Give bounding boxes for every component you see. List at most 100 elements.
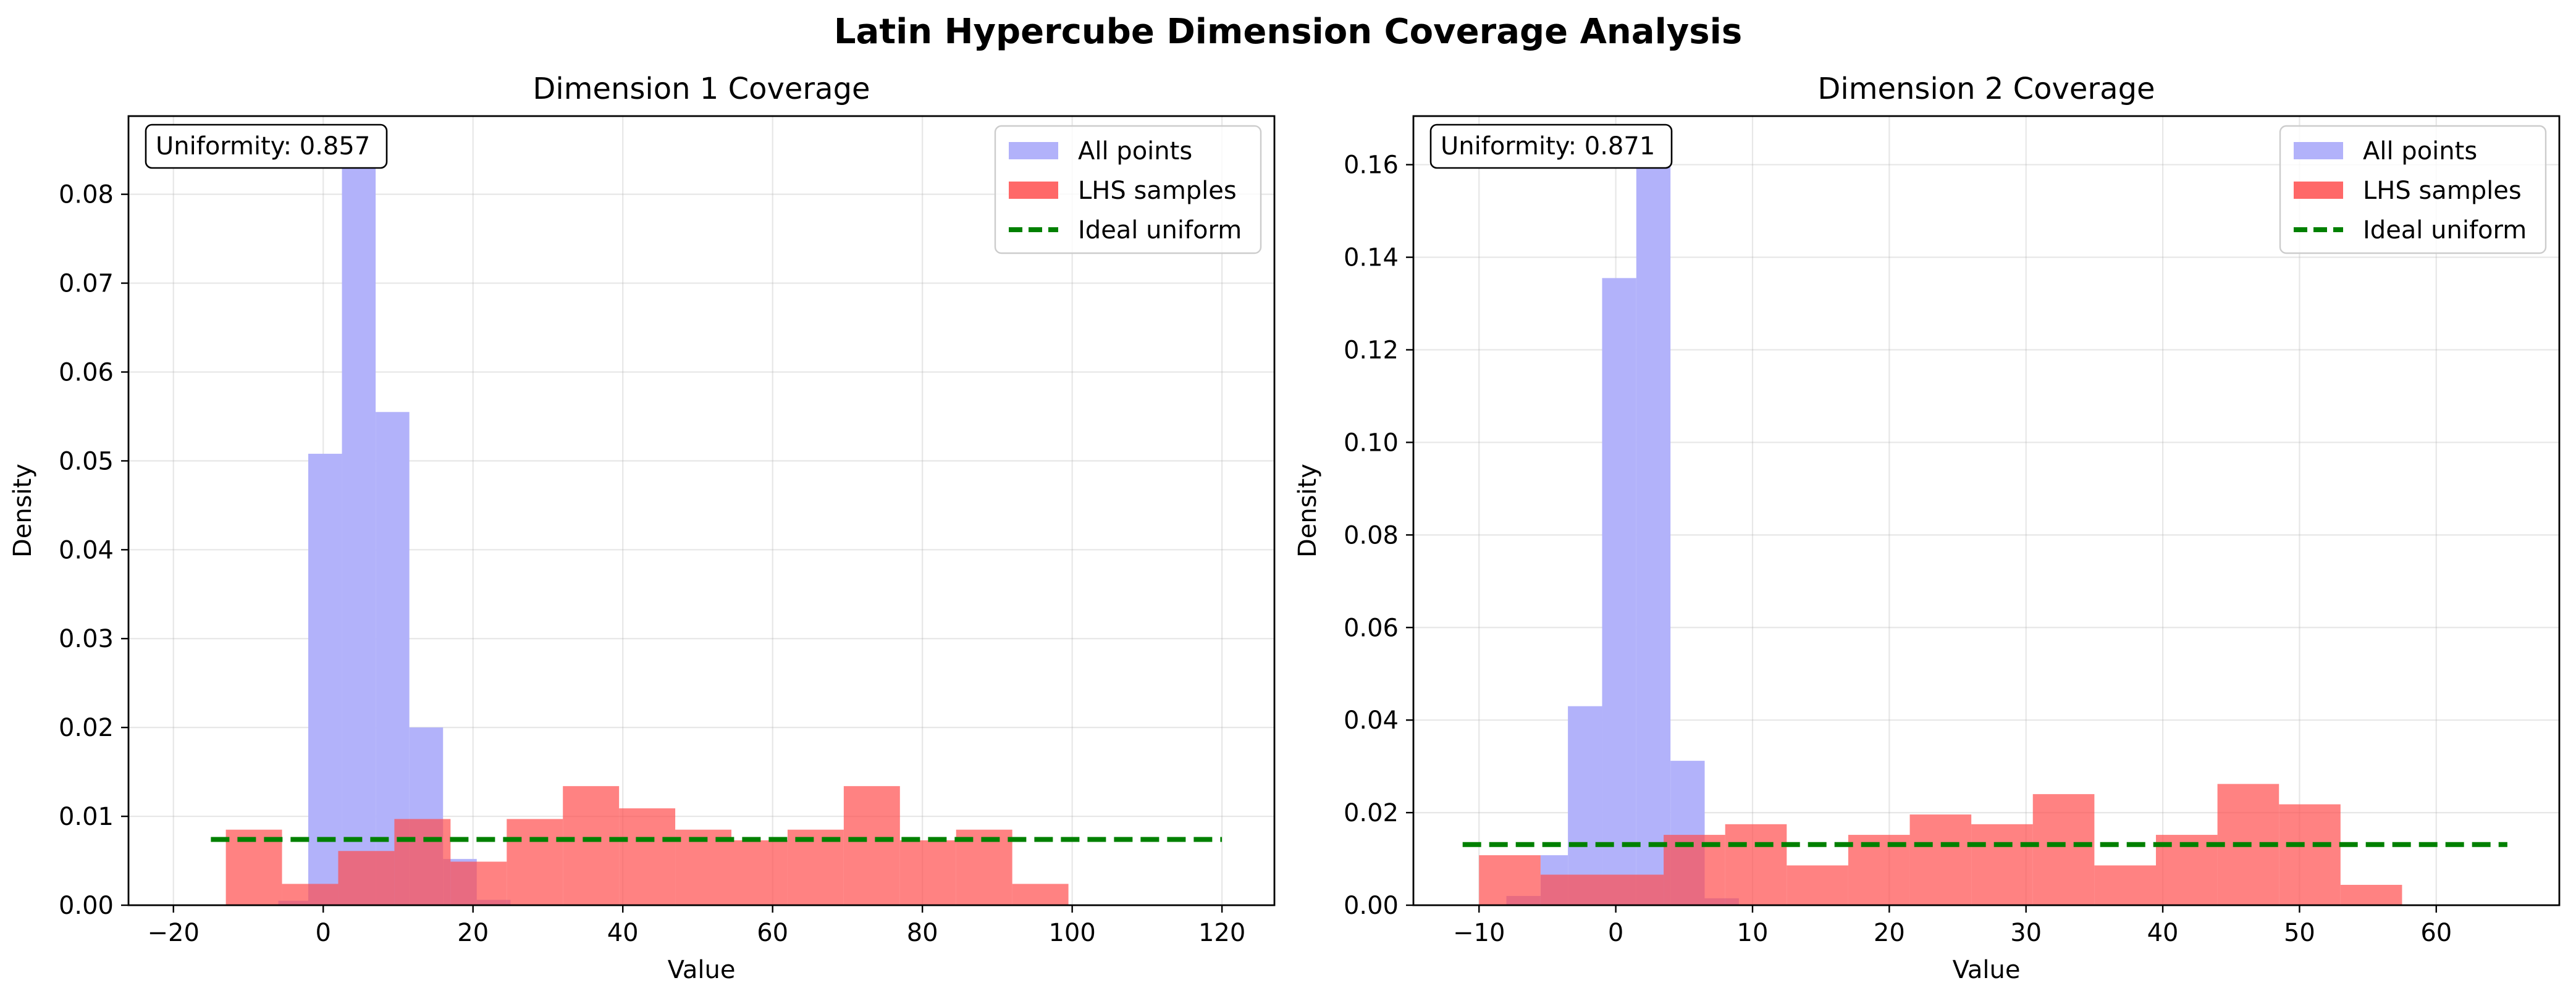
x-tick-label: 120	[1198, 919, 1245, 947]
y-tick-label: 0.14	[1344, 244, 1399, 272]
legend-swatch-lhs-samples	[2294, 182, 2343, 199]
y-tick-label: 0.04	[1344, 706, 1399, 735]
histogram-bar	[282, 884, 339, 905]
y-tick-label: 0.07	[59, 270, 114, 298]
histogram-bar	[2279, 804, 2341, 905]
y-tick-label: 0.02	[59, 714, 114, 742]
histogram-bar	[2340, 885, 2402, 905]
x-tick-label: −20	[148, 919, 200, 947]
y-axis-label: Density	[9, 464, 37, 558]
x-tick-label: 60	[757, 919, 788, 947]
x-tick-label: 0	[316, 919, 331, 947]
histogram-bar	[1602, 874, 1664, 905]
histogram-bar	[1636, 148, 1671, 905]
legend-swatch-all-points	[2294, 142, 2343, 159]
uniformity-annotation: Uniformity: 0.871	[1441, 132, 1655, 161]
plot-series	[211, 160, 1223, 905]
uniformity-box	[145, 123, 388, 169]
legend-entry-label: LHS samples	[2363, 177, 2522, 205]
histogram-bar	[338, 851, 395, 905]
y-tick-label: 0.10	[1344, 429, 1399, 457]
legend-swatch-all-points	[1009, 142, 1058, 159]
histogram-bar	[899, 840, 956, 905]
legend-entry-label: All points	[2363, 137, 2477, 165]
series-lhs-samples	[1479, 784, 2402, 905]
histogram-bar	[1012, 884, 1069, 905]
histogram-bar	[1479, 855, 1541, 905]
x-tick-label: 40	[2147, 919, 2179, 947]
y-tick-label: 0.04	[59, 536, 114, 564]
figure-title: Latin Hypercube Dimension Coverage Analy…	[834, 12, 1742, 52]
histogram-bar	[563, 786, 620, 905]
axes-frame	[1412, 115, 2561, 906]
legend-frame	[2279, 125, 2547, 254]
histogram-bar	[2094, 865, 2156, 905]
histogram-bar	[1787, 865, 1848, 905]
legend: All points LHS samples Ideal uniform	[2279, 125, 2547, 254]
y-axis-label: Density	[1294, 464, 1322, 558]
uniformity-annotation: Uniformity: 0.857	[156, 132, 370, 161]
legend-swatch-lhs-samples	[1009, 182, 1058, 199]
histogram-bar	[342, 160, 376, 905]
series-lhs-samples	[225, 786, 1069, 905]
y-tick-label: 0.00	[59, 892, 114, 920]
histogram-bar	[1540, 874, 1602, 905]
histogram-bar	[956, 829, 1012, 905]
x-tick-label: 50	[2284, 919, 2315, 947]
histogram-bar	[731, 840, 788, 905]
y-tick-label: 0.06	[59, 358, 114, 387]
axes-frame	[127, 115, 1276, 906]
y-tick-label: 0.06	[1344, 614, 1399, 642]
y-tick-label: 0.01	[59, 803, 114, 831]
series-all-points	[1506, 148, 1739, 905]
y-tick-label: 0.02	[1344, 799, 1399, 827]
y-tick-label: 0.08	[1344, 521, 1399, 550]
x-tick-label: 30	[2010, 919, 2042, 947]
histogram-bar	[1602, 278, 1636, 905]
y-tick-label: 0.03	[59, 625, 114, 653]
histogram-bar	[1971, 824, 2033, 905]
histogram-bar	[1725, 824, 1787, 905]
x-tick-label: 60	[2420, 919, 2452, 947]
histogram-bar	[450, 861, 507, 905]
histogram-bar	[787, 829, 844, 905]
histogram-bar	[394, 819, 451, 905]
legend-entry-label: All points	[1078, 137, 1192, 165]
legend-entry-label: LHS samples	[1078, 177, 1237, 205]
legend-frame	[994, 125, 1262, 254]
histogram-bar	[843, 786, 900, 905]
x-tick-label: 80	[907, 919, 938, 947]
x-tick-label: 100	[1048, 919, 1095, 947]
chart-panel-dimension-1: −20 0 20 40 60 80 100 120 0.00 0.01 0.02 0.03 0.04 0.…	[9, 72, 1276, 984]
histogram-bar	[1568, 706, 1602, 905]
y-tick-label: 0.08	[59, 181, 114, 209]
y-tick-label: 0.16	[1344, 151, 1399, 180]
x-tick-label: 20	[457, 919, 489, 947]
chart-panel-dimension-2: −10 0 10 20 30 40 50 60 0.00 0.02 0.04 0.06 0.08 0.10…	[1294, 72, 2561, 984]
histogram-bar	[2032, 794, 2095, 905]
y-tick-label: 0.05	[59, 447, 114, 475]
x-tick-label: 40	[607, 919, 639, 947]
histogram-bar	[308, 453, 342, 905]
x-tick-label: 10	[1737, 919, 1769, 947]
legend-entry-label: Ideal uniform	[1078, 216, 1242, 245]
x-axis-label: Value	[668, 956, 736, 984]
y-tick-label: 0.12	[1344, 337, 1399, 365]
histogram-bar	[507, 819, 563, 905]
uniformity-box	[1429, 123, 1673, 169]
chart-title: Dimension 2 Coverage	[1817, 72, 2155, 106]
x-axis-label: Value	[1953, 956, 2021, 984]
y-tick-label: 0.00	[1344, 892, 1399, 920]
x-tick-label: −10	[1453, 919, 1505, 947]
x-tick-label: 0	[1608, 919, 1623, 947]
legend-entry-label: Ideal uniform	[2363, 216, 2527, 245]
legend: All points LHS samples Ideal uniform	[994, 125, 1262, 254]
plot-series	[1462, 148, 2507, 905]
histogram-bar	[225, 829, 282, 905]
histogram-bar	[675, 829, 731, 905]
x-tick-label: 20	[1874, 919, 1905, 947]
histogram-bar	[619, 808, 676, 905]
chart-title: Dimension 1 Coverage	[532, 72, 870, 106]
histogram-bar	[1909, 814, 1972, 905]
